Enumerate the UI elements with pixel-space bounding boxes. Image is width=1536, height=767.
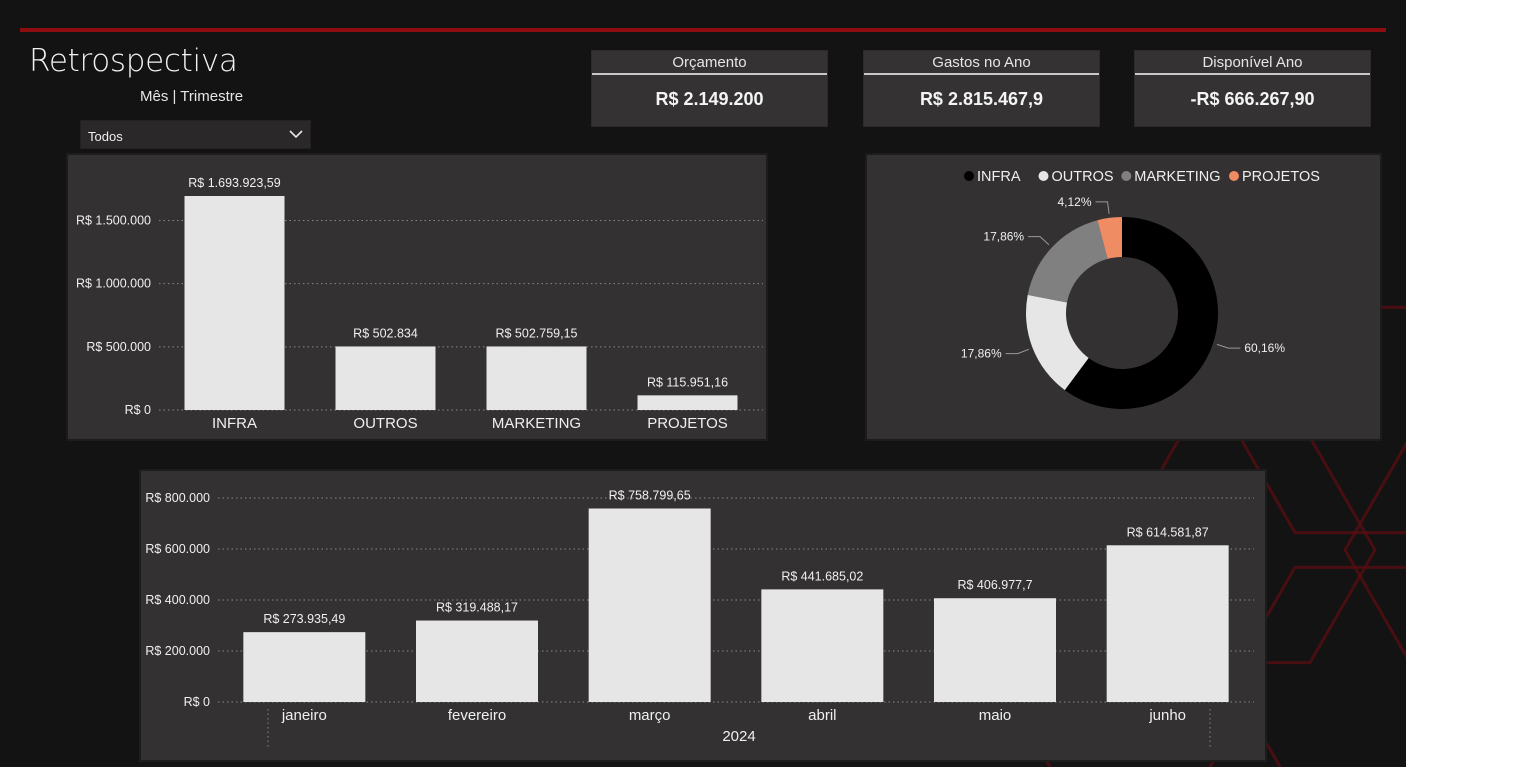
legend-marker: [1229, 171, 1239, 181]
leader-line: [1005, 348, 1029, 355]
legend-label: INFRA: [977, 169, 1021, 185]
legend-marker: [1121, 171, 1132, 181]
legend-marker: [1038, 171, 1049, 181]
filter-selected-value: Todos: [88, 129, 123, 144]
category-bar-chart-panel[interactable]: R$ 0 R$ 500.000 R$ 1.000.000 R$ 1.500.000 R$…: [66, 153, 768, 441]
bar: [1106, 545, 1229, 702]
x-tick-label: janeiro: [281, 707, 327, 724]
x-tick-label: MARKETING: [492, 415, 581, 432]
category-donut-chart-panel[interactable]: INFRA OUTROS MARKETING PROJETOS 60,16% 17,86%…: [865, 153, 1382, 441]
kpi-label: Disponível Ano: [1135, 51, 1370, 75]
data-label: R$ 502.759,15: [495, 326, 577, 340]
leader-line: [1095, 201, 1110, 214]
data-label: R$ 319.488,17: [436, 601, 518, 615]
data-label: R$ 406.977,7: [957, 578, 1032, 592]
slice-percent-label: 17,86%: [961, 347, 1002, 361]
legend-label: MARKETING: [1134, 169, 1220, 185]
monthly-bar-chart-panel[interactable]: R$ 0 R$ 200.000 R$ 400.000 R$ 600.000 R$ 800…: [139, 469, 1267, 762]
data-label: R$ 1.693.923,59: [188, 176, 280, 190]
bar: [588, 508, 711, 702]
y-tick-label: R$ 800.000: [145, 491, 210, 505]
legend-label: PROJETOS: [1242, 169, 1320, 185]
chevron-down-icon: [289, 130, 303, 139]
slice-percent-label: 17,86%: [983, 230, 1024, 244]
bar: [761, 589, 884, 702]
bar: [416, 620, 538, 702]
x-tick-label: março: [629, 707, 671, 724]
top-accent-line: [20, 28, 1386, 32]
y-tick-label: R$ 600.000: [145, 542, 210, 556]
y-tick-label: R$ 500.000: [86, 340, 151, 354]
leader-line: [1028, 236, 1050, 246]
kpi-card-gastos-no-ano: Gastos no Ano R$ 2.815.467,9: [863, 50, 1100, 127]
page-title: Retrospectiva: [29, 43, 238, 79]
donut-slice: [1027, 220, 1108, 303]
data-label: R$ 758.799,65: [609, 489, 691, 503]
hexagon-shape: [1343, 441, 1406, 659]
bar: [486, 346, 587, 410]
kpi-card-disponivel-ano: Disponível Ano -R$ 666.267,90: [1134, 50, 1371, 127]
y-tick-label: R$ 0: [125, 403, 151, 417]
x-tick-label: fevereiro: [448, 707, 506, 724]
kpi-card-orcamento: Orçamento R$ 2.149.200: [591, 50, 828, 127]
slice-percent-label: 60,16%: [1244, 341, 1285, 355]
legend-marker: [964, 171, 974, 181]
period-subtitle: Mês | Trimestre: [140, 88, 244, 105]
x-tick-label: PROJETOS: [647, 415, 728, 432]
category-bar-chart[interactable]: R$ 0 R$ 500.000 R$ 1.000.000 R$ 1.500.000 R$…: [68, 155, 766, 439]
bar: [243, 632, 366, 702]
x-tick-label: INFRA: [212, 415, 257, 432]
data-label: R$ 273.935,49: [263, 612, 345, 626]
leader-line: [1216, 343, 1241, 349]
x-tick-label: abril: [808, 707, 836, 724]
kpi-value: R$ 2.815.467,9: [919, 89, 1044, 109]
donut-slice: [1064, 217, 1218, 409]
x-tick-label: maio: [979, 707, 1012, 724]
category-donut-chart[interactable]: INFRA OUTROS MARKETING PROJETOS 60,16% 17,86%…: [867, 155, 1380, 439]
y-tick-label: R$ 0: [184, 695, 210, 709]
y-tick-label: R$ 1.500.000: [76, 213, 151, 227]
y-tick-label: R$ 1.000.000: [76, 277, 151, 291]
data-label: R$ 502.834: [353, 326, 418, 340]
period-filter-dropdown[interactable]: Todos: [80, 120, 311, 149]
slice-percent-label: 4,12%: [1058, 195, 1092, 209]
legend-label: OUTROS: [1052, 169, 1114, 185]
y-tick-label: R$ 200.000: [145, 644, 210, 658]
data-label: R$ 614.581,87: [1127, 525, 1209, 539]
data-label: R$ 441.685,02: [781, 569, 863, 583]
kpi-value: R$ 2.149.200: [655, 89, 764, 109]
kpi-label: Orçamento: [592, 51, 827, 75]
donut-slice: [1097, 217, 1122, 259]
bar: [637, 395, 738, 410]
kpi-label: Gastos no Ano: [864, 51, 1099, 75]
kpi-value: -R$ 666.267,90: [1190, 89, 1315, 109]
bar: [184, 196, 285, 410]
bar: [934, 598, 1056, 702]
x-tick-label: junho: [1148, 707, 1186, 724]
bar: [335, 346, 436, 410]
data-label: R$ 115.951,16: [647, 375, 728, 389]
dashboard-canvas: Retrospectiva Mês | Trimestre Todos Orça…: [0, 0, 1406, 767]
y-tick-label: R$ 400.000: [145, 593, 210, 607]
x-tick-label: OUTROS: [353, 415, 417, 432]
x-group-label: 2024: [722, 728, 755, 745]
donut-slice: [1026, 294, 1089, 391]
monthly-bar-chart[interactable]: R$ 0 R$ 200.000 R$ 400.000 R$ 600.000 R$ 800…: [141, 471, 1265, 760]
